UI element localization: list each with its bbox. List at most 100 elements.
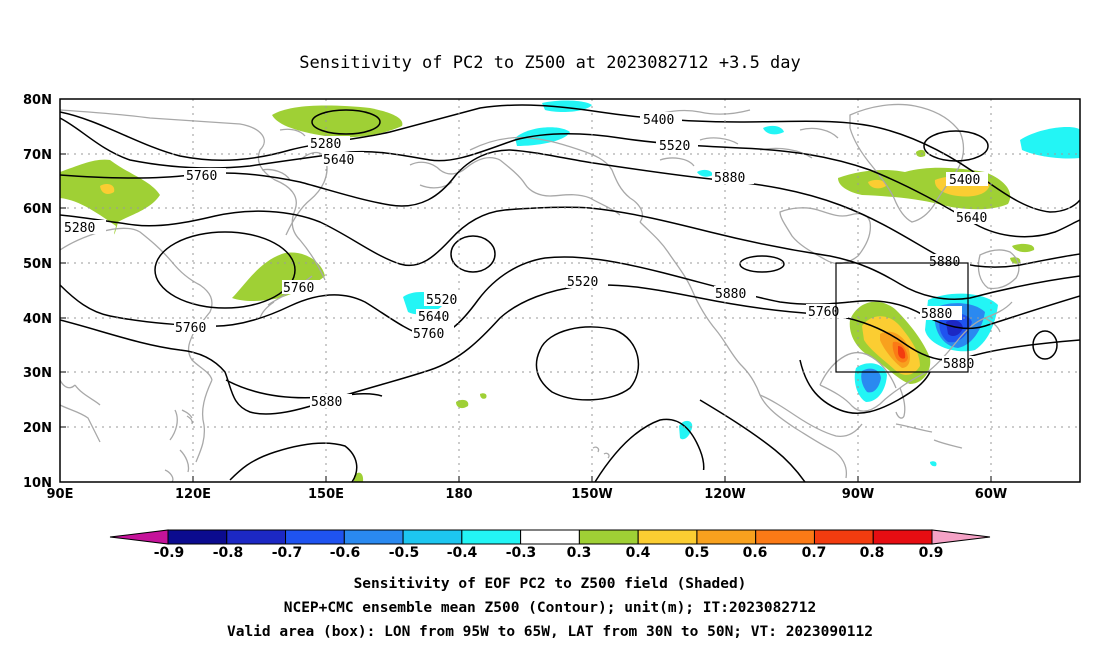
contour-cell	[311, 109, 381, 135]
contour-label: 5880	[715, 287, 746, 302]
tick-marks	[60, 153, 992, 482]
colorbar-label: -0.7	[272, 545, 303, 561]
negative-region	[930, 461, 937, 467]
positive-region	[100, 184, 115, 194]
coastline-gulf	[819, 351, 897, 389]
figure-title: Sensitivity of PC2 to Z500 at 2023082712…	[299, 53, 801, 73]
colorbar-swatch	[578, 529, 639, 545]
lat-label: 30N	[23, 366, 52, 381]
lat-label: 70N	[23, 148, 52, 163]
map-border	[59, 98, 1081, 483]
negative-region	[763, 125, 784, 135]
lon-label: 180	[445, 487, 472, 502]
colorbar-label: -0.8	[213, 545, 244, 561]
positive-region	[456, 399, 469, 409]
contour-label: 5640	[956, 211, 987, 226]
contour-label: 5280	[310, 137, 341, 152]
contour-cell	[154, 231, 296, 309]
coastline-south	[60, 404, 193, 443]
lat-label: 40N	[23, 312, 52, 327]
contour-line	[60, 206, 1080, 300]
lon-label: 120W	[704, 487, 745, 502]
negative-region	[946, 320, 963, 336]
contour-label: 5880	[714, 171, 745, 186]
lon-label: 90W	[842, 487, 874, 502]
coastline-hudson	[779, 207, 872, 265]
contour-label: 5640	[418, 310, 449, 325]
caption-line-1: Sensitivity of EOF PC2 to Z500 field (Sh…	[354, 576, 747, 592]
colorbar-label: -0.4	[447, 545, 478, 561]
coastline-hawaii	[592, 446, 610, 459]
positive-region	[898, 346, 906, 359]
colorbar-label: 0.3	[567, 545, 592, 561]
positive-region	[868, 179, 886, 189]
coastline-philippines	[164, 409, 190, 482]
coastline-asia-north	[60, 109, 326, 281]
coastline-canada-east	[977, 249, 1020, 290]
colorbar	[109, 529, 991, 545]
colorbar-swatch	[167, 529, 228, 545]
negative-region	[679, 420, 693, 440]
colorbar-swatch	[872, 529, 933, 545]
contour-label: 5880	[921, 307, 952, 322]
colorbar-swatch	[285, 529, 345, 545]
lon-label: 150W	[571, 487, 612, 502]
colorbar-swatch	[755, 529, 815, 545]
contour-label: 5400	[643, 113, 674, 128]
map-panel: 5400 5280 5520 5640 5760 5880 5280 5400 …	[60, 99, 1080, 482]
coastlines	[60, 103, 1020, 482]
positive-shading	[60, 105, 1035, 482]
contour-line	[60, 284, 1080, 415]
negative-region	[1020, 127, 1080, 159]
contour-label: 5760	[283, 281, 314, 296]
sensitivity-shading	[403, 100, 1080, 467]
contour-label: 5760	[186, 169, 217, 184]
colorbar-swatch	[520, 529, 580, 545]
contour-line	[60, 256, 1080, 338]
lon-label: 150E	[308, 487, 344, 502]
contour-label: 5520	[659, 139, 690, 154]
contour-line	[594, 418, 705, 482]
contour-cell	[1032, 330, 1058, 360]
lon-label: 120E	[175, 487, 211, 502]
colorbar-swatch	[343, 529, 404, 545]
colorbar-label: 0.9	[919, 545, 944, 561]
colorbar-label: -0.3	[506, 545, 537, 561]
lon-label: 60W	[975, 487, 1007, 502]
colorbar-label: -0.9	[154, 545, 185, 561]
colorbar-swatch	[637, 529, 698, 545]
colorbar-swatch	[696, 529, 757, 545]
contour-line	[60, 149, 1080, 268]
contour-cell	[450, 235, 496, 273]
coastline-asia	[60, 227, 213, 463]
contour-cell	[923, 130, 989, 162]
contour-label: 5880	[311, 395, 342, 410]
contour-label: 5640	[323, 153, 354, 168]
coastline-north-america-east	[819, 301, 1013, 412]
contour-label: 5760	[413, 327, 444, 342]
coastline-north-america-west	[639, 221, 848, 479]
contour-cell	[739, 255, 785, 273]
contour-line	[699, 399, 806, 482]
caption-line-3: Valid area (box): LON from 95W to 65W, L…	[227, 624, 873, 640]
positive-region	[1012, 243, 1035, 253]
contour-cell	[535, 326, 640, 401]
positive-region	[480, 393, 487, 399]
colorbar-swatch	[461, 529, 522, 545]
caption-line-2: NCEP+CMC ensemble mean Z500 (Contour); u…	[284, 600, 817, 616]
colorbar-label: 0.5	[685, 545, 710, 561]
z500-contours	[60, 104, 1080, 482]
coastline-florida	[895, 387, 906, 419]
coastline-arctic-islands	[639, 109, 839, 167]
colorbar-label: -0.6	[330, 545, 361, 561]
gridlines	[60, 99, 1080, 482]
lat-label: 10N	[23, 476, 52, 491]
contour-label: 5880	[943, 357, 974, 372]
contour-label: 5280	[64, 221, 95, 236]
lat-label: 50N	[23, 257, 52, 272]
contour-label: 5760	[175, 321, 206, 336]
colorbar-label: 0.6	[743, 545, 768, 561]
latitude-labels: 80N 70N 60N 50N 40N 30N 20N 10N	[23, 93, 52, 491]
negative-region	[515, 127, 570, 146]
